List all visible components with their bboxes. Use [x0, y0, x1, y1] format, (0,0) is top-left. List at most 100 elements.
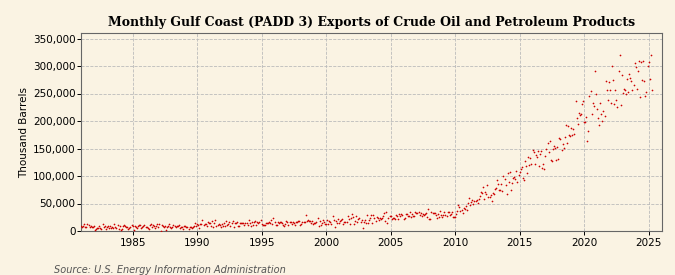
- Point: [392, 214, 402, 218]
- Point: [115, 228, 126, 232]
- Point: [141, 225, 152, 229]
- Point: [399, 216, 410, 220]
- Point: [384, 213, 395, 218]
- Point: [304, 218, 315, 223]
- Point: [620, 88, 630, 92]
- Point: [522, 170, 533, 175]
- Point: [178, 227, 188, 231]
- Point: [641, 90, 652, 95]
- Point: [172, 224, 183, 229]
- Point: [454, 205, 465, 209]
- Point: [373, 218, 384, 222]
- Point: [475, 189, 486, 194]
- Point: [377, 215, 387, 220]
- Point: [354, 215, 364, 220]
- Point: [226, 221, 237, 226]
- Point: [271, 223, 282, 227]
- Point: [128, 227, 139, 232]
- Point: [306, 221, 317, 225]
- Point: [233, 224, 244, 228]
- Point: [509, 175, 520, 179]
- Point: [114, 224, 125, 229]
- Point: [630, 64, 641, 69]
- Point: [130, 225, 141, 229]
- Point: [397, 212, 408, 217]
- Point: [101, 225, 112, 230]
- Point: [170, 225, 181, 230]
- Point: [230, 221, 241, 226]
- Point: [480, 189, 491, 194]
- Point: [352, 219, 362, 224]
- Point: [197, 217, 208, 222]
- Point: [571, 116, 582, 120]
- Point: [259, 223, 270, 227]
- Point: [275, 219, 286, 224]
- Point: [473, 197, 484, 201]
- Point: [327, 214, 338, 218]
- Point: [301, 219, 312, 224]
- Point: [622, 77, 632, 81]
- Point: [472, 201, 483, 205]
- Point: [76, 224, 86, 228]
- Point: [560, 134, 570, 139]
- Point: [578, 99, 589, 104]
- Point: [248, 223, 259, 227]
- Point: [122, 225, 132, 229]
- Point: [578, 120, 589, 124]
- Point: [591, 107, 602, 111]
- Point: [319, 220, 329, 224]
- Point: [153, 224, 164, 229]
- Point: [211, 224, 222, 228]
- Point: [572, 122, 583, 126]
- Point: [282, 220, 293, 225]
- Point: [277, 221, 288, 225]
- Point: [77, 225, 88, 229]
- Point: [151, 224, 161, 228]
- Point: [388, 216, 399, 221]
- Point: [257, 222, 268, 227]
- Point: [375, 216, 385, 220]
- Point: [240, 221, 251, 225]
- Point: [138, 224, 148, 228]
- Point: [169, 224, 180, 228]
- Point: [583, 129, 594, 133]
- Point: [531, 153, 541, 157]
- Point: [587, 101, 598, 105]
- Point: [165, 225, 176, 230]
- Point: [341, 220, 352, 225]
- Point: [450, 214, 460, 219]
- Point: [451, 211, 462, 216]
- Point: [288, 220, 298, 225]
- Point: [313, 224, 324, 228]
- Point: [512, 180, 523, 184]
- Point: [610, 88, 621, 92]
- Point: [500, 183, 511, 188]
- Point: [440, 213, 451, 218]
- Point: [171, 224, 182, 228]
- Point: [439, 210, 450, 214]
- Point: [299, 219, 310, 224]
- Point: [310, 221, 321, 226]
- Point: [373, 216, 383, 220]
- Point: [523, 155, 534, 159]
- Point: [183, 227, 194, 231]
- Point: [598, 109, 609, 113]
- Point: [188, 224, 199, 228]
- Point: [346, 212, 357, 217]
- Point: [412, 211, 423, 215]
- Point: [549, 144, 560, 148]
- Point: [510, 177, 520, 182]
- Point: [631, 86, 642, 91]
- Point: [533, 163, 544, 168]
- Point: [414, 213, 425, 217]
- Point: [306, 219, 317, 223]
- Point: [207, 219, 217, 224]
- Point: [452, 208, 462, 213]
- Point: [574, 112, 585, 117]
- Point: [344, 222, 355, 226]
- Point: [329, 225, 340, 229]
- Point: [545, 158, 556, 162]
- Point: [417, 212, 428, 216]
- Point: [192, 222, 202, 226]
- Point: [433, 212, 443, 216]
